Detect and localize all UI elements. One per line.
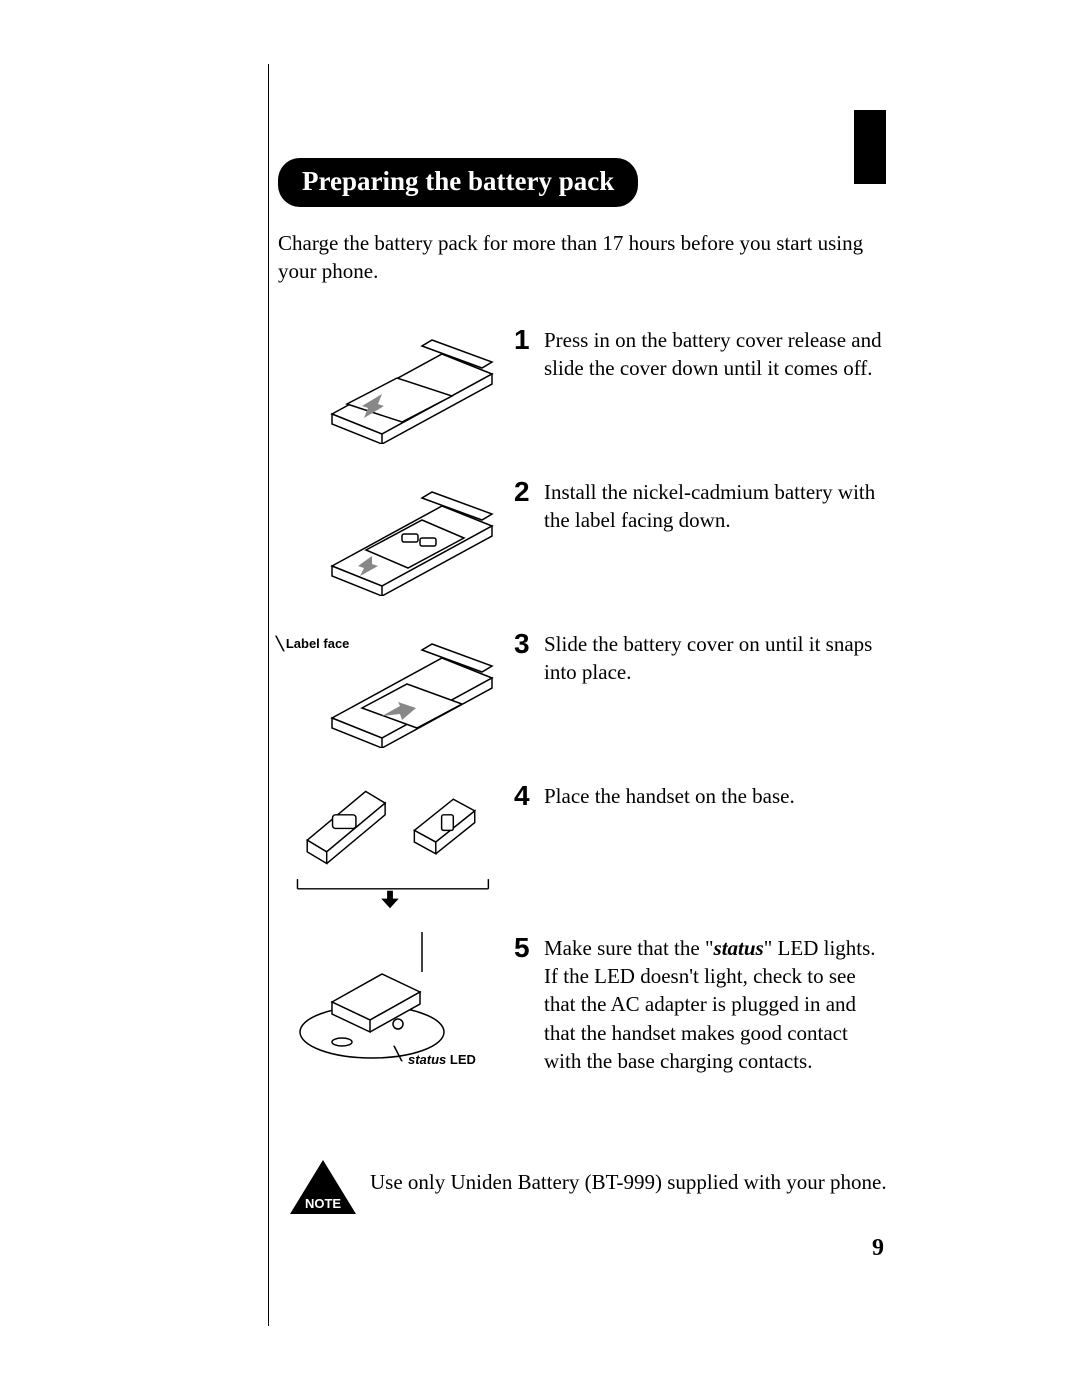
step-1-text: Press in on the battery cover release an… <box>544 324 890 383</box>
note-label-text: NOTE <box>305 1196 341 1211</box>
steps-list: 1 Press in on the battery cover release … <box>278 324 890 1132</box>
step-2-number: 2 <box>508 476 544 506</box>
step-5: ╲ status LED 5 Make sure that the " <box>278 932 890 1132</box>
page-content: Preparing the battery pack Charge the ba… <box>278 158 890 1218</box>
step-1-diagram <box>278 324 508 444</box>
section-title: Preparing the battery pack <box>278 158 638 207</box>
step-3: ╲Label face 3 Slide the battery cover on… <box>278 628 890 768</box>
note-text: Use only Uniden Battery (BT-999) supplie… <box>358 1158 890 1196</box>
step-5-text: Make sure that the "status" LED lights. … <box>544 932 890 1076</box>
step-3-text: Slide the battery cover on until it snap… <box>544 628 890 687</box>
step-1-number: 1 <box>508 324 544 354</box>
step-1: 1 Press in on the battery cover release … <box>278 324 890 464</box>
status-led-label: ╲ status LED <box>408 1052 476 1067</box>
step-4-text: Place the handset on the base. <box>544 780 890 810</box>
label-face-label: ╲Label face <box>276 636 349 652</box>
step-4-diagram <box>278 780 508 910</box>
step-3-number: 3 <box>508 628 544 658</box>
page-number: 9 <box>872 1235 884 1262</box>
step-3-diagram: ╲Label face <box>278 628 508 748</box>
step-5-number: 5 <box>508 932 544 962</box>
step-4: 4 Place the handset on the base. <box>278 780 890 920</box>
note-triangle-icon: NOTE <box>288 1158 358 1218</box>
left-vertical-rule <box>268 64 269 1326</box>
step-2-diagram <box>278 476 508 596</box>
note-block: NOTE Use only Uniden Battery (BT-999) su… <box>288 1158 890 1218</box>
step-5-diagram: ╲ status LED <box>278 932 508 1082</box>
step-2-text: Install the nickel-cadmium battery with … <box>544 476 890 535</box>
step-4-number: 4 <box>508 780 544 810</box>
step-2: 2 Install the nickel-cadmium battery wit… <box>278 476 890 616</box>
intro-paragraph: Charge the battery pack for more than 17… <box>278 229 890 286</box>
